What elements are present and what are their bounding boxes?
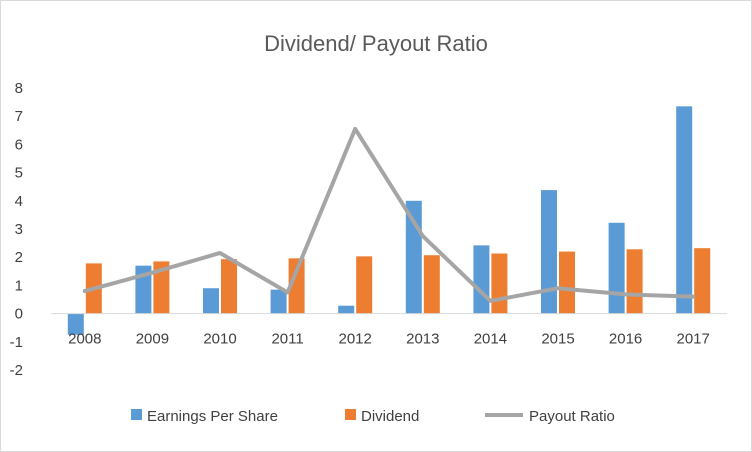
- bar-earnings-per-share: [405, 200, 422, 314]
- bar-dividend: [221, 259, 237, 314]
- y-tick-label: 6: [15, 136, 23, 153]
- x-tick-label: 2008: [68, 331, 101, 348]
- bar-dividend: [356, 256, 373, 314]
- x-tick-label: 2009: [136, 331, 169, 348]
- bar-series-group: [67, 106, 711, 335]
- bar-earnings-per-share: [608, 222, 625, 314]
- chart-title: Dividend/ Payout Ratio: [264, 31, 488, 56]
- x-tick-label: 2016: [609, 331, 642, 348]
- y-tick-label: 3: [15, 221, 23, 238]
- legend-label-payout-ratio: Payout Ratio: [529, 408, 615, 425]
- y-axis-ticks: -2 -1 0 1 2 3 4 5 6 7 8: [10, 80, 23, 379]
- legend-swatch-earnings-per-share: [131, 409, 142, 420]
- bar-earnings-per-share: [473, 245, 490, 314]
- y-tick-label: -2: [10, 362, 23, 379]
- y-tick-label: 5: [15, 165, 23, 182]
- x-tick-label: 2015: [541, 331, 574, 348]
- line-series-group: [82, 126, 696, 303]
- bar-dividend: [423, 255, 440, 314]
- x-axis-ticks: 2008 2009 2010 2011 2012 2013 2014 2015 2016 2017: [68, 331, 710, 348]
- bar-earnings-per-share: [67, 313, 84, 335]
- y-tick-label: 1: [15, 277, 23, 294]
- y-tick-label: 8: [15, 80, 23, 97]
- bar-earnings-per-share: [203, 288, 219, 314]
- y-tick-label: 0: [15, 306, 23, 323]
- y-tick-label: -1: [10, 334, 23, 351]
- legend-label-earnings-per-share: Earnings Per Share: [147, 408, 278, 425]
- bar-earnings-per-share: [676, 106, 693, 314]
- x-tick-label: 2017: [677, 331, 710, 348]
- bar-earnings-per-share: [270, 289, 287, 314]
- bar-earnings-per-share: [338, 305, 355, 314]
- bar-earnings-per-share: [541, 190, 557, 314]
- x-tick-label: 2014: [474, 331, 507, 348]
- legend-label-dividend: Dividend: [361, 408, 419, 425]
- x-tick-label: 2010: [203, 331, 236, 348]
- bar-dividend: [559, 251, 575, 314]
- y-tick-label: 2: [15, 249, 23, 266]
- x-tick-label: 2012: [339, 331, 372, 348]
- x-tick-label: 2011: [271, 331, 303, 348]
- bar-dividend: [288, 258, 305, 314]
- legend-swatch-dividend: [345, 409, 356, 420]
- bar-dividend: [153, 261, 170, 314]
- x-tick-label: 2013: [406, 331, 439, 348]
- bar-dividend: [694, 248, 711, 314]
- legend: Earnings Per Share Dividend Payout Ratio: [131, 408, 615, 425]
- y-tick-label: 4: [15, 193, 23, 210]
- y-tick-label: 7: [15, 108, 23, 125]
- bar-dividend: [491, 253, 508, 314]
- line-payout-ratio: [82, 126, 696, 303]
- bar-dividend: [626, 249, 643, 314]
